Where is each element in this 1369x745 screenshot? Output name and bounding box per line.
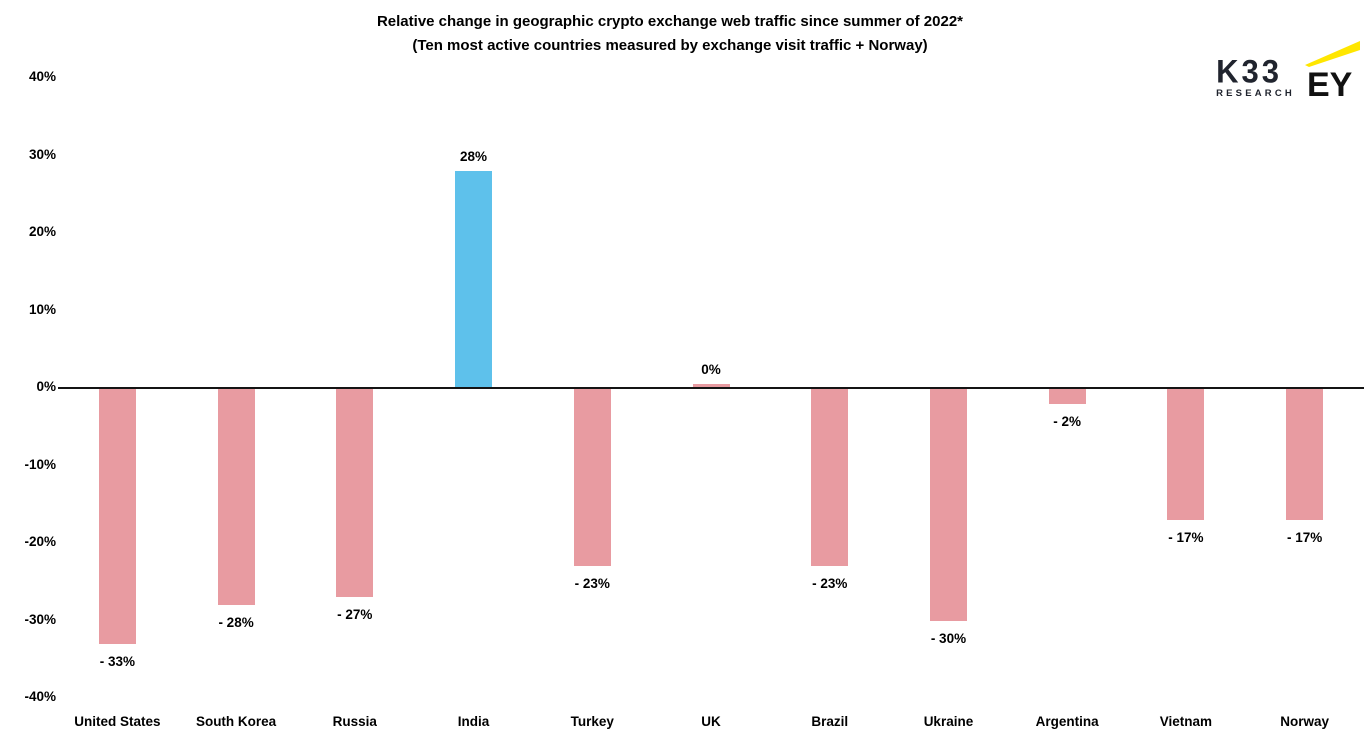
- ey-logo-text: EY: [1307, 66, 1353, 104]
- bar-value-label: - 17%: [1168, 529, 1204, 545]
- y-tick-label: 0%: [36, 379, 56, 394]
- category-label: Turkey: [570, 714, 614, 729]
- category-label: United States: [74, 714, 161, 729]
- bar-ukraine: [929, 388, 967, 621]
- category-label: Russia: [332, 714, 377, 729]
- bar-value-label: - 17%: [1286, 529, 1323, 545]
- bar-value-label: - 27%: [337, 607, 373, 623]
- y-tick-label: -30%: [24, 611, 56, 627]
- k33-research-logo: K33 RESEARCH: [1216, 53, 1295, 102]
- y-tick-label: 40%: [28, 69, 56, 84]
- bar-value-label: - 33%: [99, 653, 135, 669]
- y-tick-label: 20%: [28, 224, 56, 239]
- category-label: Brazil: [811, 714, 849, 729]
- bar-united-states: [98, 388, 136, 644]
- bar-india: [455, 171, 493, 388]
- bar-value-label: - 30%: [930, 630, 967, 646]
- chart-title-block: Relative change in geographic crypto exc…: [0, 10, 1340, 58]
- logo-group: K33 RESEARCH EY: [1216, 40, 1361, 102]
- y-tick-label: 10%: [28, 301, 56, 317]
- bar-vietnam: [1167, 388, 1205, 520]
- bar-russia: [336, 388, 374, 598]
- bar-norway: [1286, 388, 1324, 520]
- y-tick-label: -20%: [24, 534, 56, 549]
- bar-value-label: - 23%: [812, 576, 848, 592]
- bar-value-label: - 23%: [574, 576, 610, 592]
- bar-turkey: [573, 388, 611, 567]
- ey-beam-icon: [1305, 41, 1360, 67]
- chart-title: Relative change in geographic crypto exc…: [376, 13, 964, 30]
- bar-uk: [692, 384, 730, 388]
- bar-brazil: [811, 388, 849, 567]
- category-label: Ukraine: [923, 714, 974, 729]
- y-tick-label: -40%: [24, 689, 56, 704]
- k33-logo-text: K33: [1216, 53, 1282, 91]
- bar-value-label: - 2%: [1053, 413, 1082, 429]
- y-tick-label: 30%: [28, 146, 56, 162]
- category-label: Vietnam: [1159, 714, 1213, 729]
- category-label: Norway: [1280, 714, 1330, 729]
- category-label: South Korea: [195, 714, 277, 729]
- k33-logo-subtext: RESEARCH: [1216, 88, 1295, 99]
- chart-subtitle: (Ten most active countries measured by e…: [412, 37, 928, 54]
- bar-value-label: 28%: [460, 149, 488, 164]
- category-label: India: [457, 714, 490, 729]
- category-label: UK: [701, 714, 721, 729]
- bar-argentina: [1048, 388, 1086, 404]
- bar-value-label: 0%: [701, 362, 721, 377]
- bar-value-label: - 28%: [218, 615, 254, 630]
- zero-axis-line: [58, 387, 1364, 389]
- category-label: Argentina: [1035, 714, 1099, 729]
- y-tick-label: -10%: [24, 456, 56, 472]
- ey-logo: EY: [1305, 40, 1361, 102]
- bar-south-korea: [217, 388, 255, 605]
